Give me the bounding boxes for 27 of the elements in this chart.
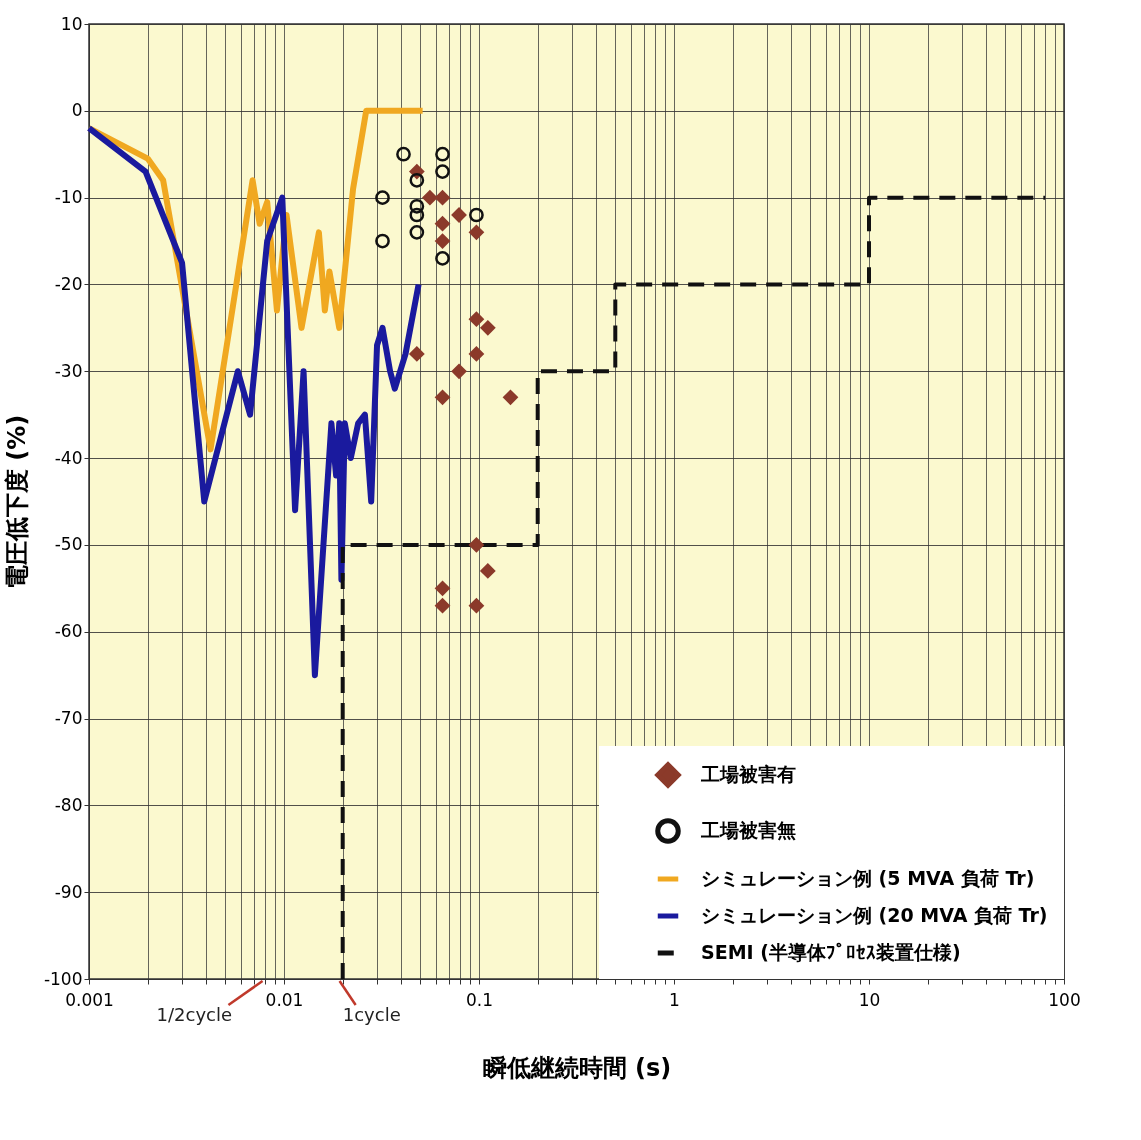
x-tick-label: 0.001 bbox=[65, 989, 114, 1010]
y-tick-label: -90 bbox=[54, 881, 83, 902]
x-tick-label: 10 bbox=[858, 989, 881, 1010]
y-tick-label: -50 bbox=[54, 534, 83, 555]
y-tick-label: -60 bbox=[54, 621, 83, 642]
x-axis-title: 瞬低継続時間 (s) bbox=[482, 1053, 672, 1082]
legend-label: 工場被害無 bbox=[700, 819, 796, 841]
legend-label: シミュレーション例 (5 MVA 負荷 Tr) bbox=[701, 867, 1035, 889]
x-tick-label: 0.1 bbox=[465, 989, 494, 1010]
x-tick-label: 100 bbox=[1048, 989, 1081, 1010]
y-tick-label: -20 bbox=[54, 273, 83, 294]
y-tick-label: -40 bbox=[54, 447, 83, 468]
text: 1cycle bbox=[342, 1004, 401, 1025]
y-tick-label: -100 bbox=[43, 968, 83, 989]
y-tick-label: -10 bbox=[54, 187, 83, 208]
legend-label: シミュレーション例 (20 MVA 負荷 Tr) bbox=[701, 904, 1048, 926]
legend-label: 工場被害有 bbox=[700, 763, 796, 785]
y-axis-title: 電圧低下度 (%) bbox=[2, 414, 31, 590]
y-tick-label: 0 bbox=[71, 100, 83, 121]
y-tick-label: -80 bbox=[54, 794, 83, 815]
text: 1/2cycle bbox=[156, 1004, 233, 1025]
y-tick-label: -30 bbox=[54, 360, 83, 381]
x-tick-label: 0.01 bbox=[265, 989, 304, 1010]
y-tick-label: -70 bbox=[54, 708, 83, 729]
x-tick-label: 1 bbox=[669, 989, 680, 1010]
y-tick-label: 10 bbox=[60, 13, 83, 34]
legend-label: SEMI (半導体ﾌﾟﾛｾｽ装置仕様) bbox=[701, 941, 961, 963]
